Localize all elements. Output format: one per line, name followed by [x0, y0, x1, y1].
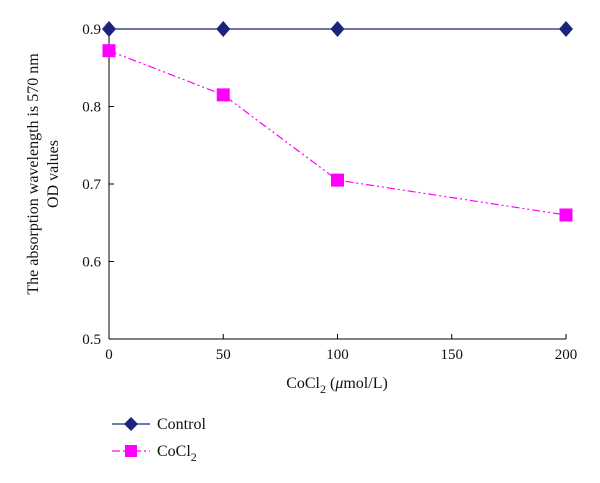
y-axis-title-line2: OD values	[45, 140, 62, 208]
legend-marker-control	[124, 417, 138, 431]
y-axis-title-line1: The absorption wavelength is 570 nm	[25, 53, 42, 295]
data-point-0	[559, 21, 573, 37]
series-line-1	[108, 50, 567, 216]
data-point-0	[102, 21, 116, 37]
data-point-1	[216, 88, 230, 102]
data-point-1	[559, 208, 573, 222]
y-tick-label: 0.9	[82, 22, 101, 38]
y-tick-label: 0.5	[82, 332, 101, 348]
y-tick-label: 0.8	[82, 100, 101, 116]
x-tick-label: 100	[326, 347, 349, 363]
y-tick-label: 0.7	[82, 177, 101, 193]
plot-area: 0.5 0.6 0.7 0.8 0.9 0 50 100 150 200	[82, 21, 577, 363]
legend: Control CoCl2	[112, 416, 206, 464]
data-point-0	[216, 21, 231, 37]
x-tick-label: 0	[105, 347, 113, 363]
data-point-1	[331, 173, 344, 187]
legend-label-control: Control	[157, 416, 206, 433]
data-point-0	[330, 21, 345, 37]
x-tick-label: 150	[441, 347, 464, 363]
legend-label-cocl2: CoCl2	[157, 443, 197, 464]
x-axis-title: CoCl2 (μmol/L)	[286, 375, 388, 396]
y-tick-label: 0.6	[82, 255, 101, 271]
data-point-1	[102, 44, 116, 58]
legend-item-cocl2: CoCl2	[112, 443, 197, 464]
x-tick-label: 200	[555, 347, 578, 363]
legend-marker-cocl2	[125, 445, 137, 457]
legend-item-control: Control	[112, 416, 206, 433]
x-tick-label: 50	[216, 347, 231, 363]
